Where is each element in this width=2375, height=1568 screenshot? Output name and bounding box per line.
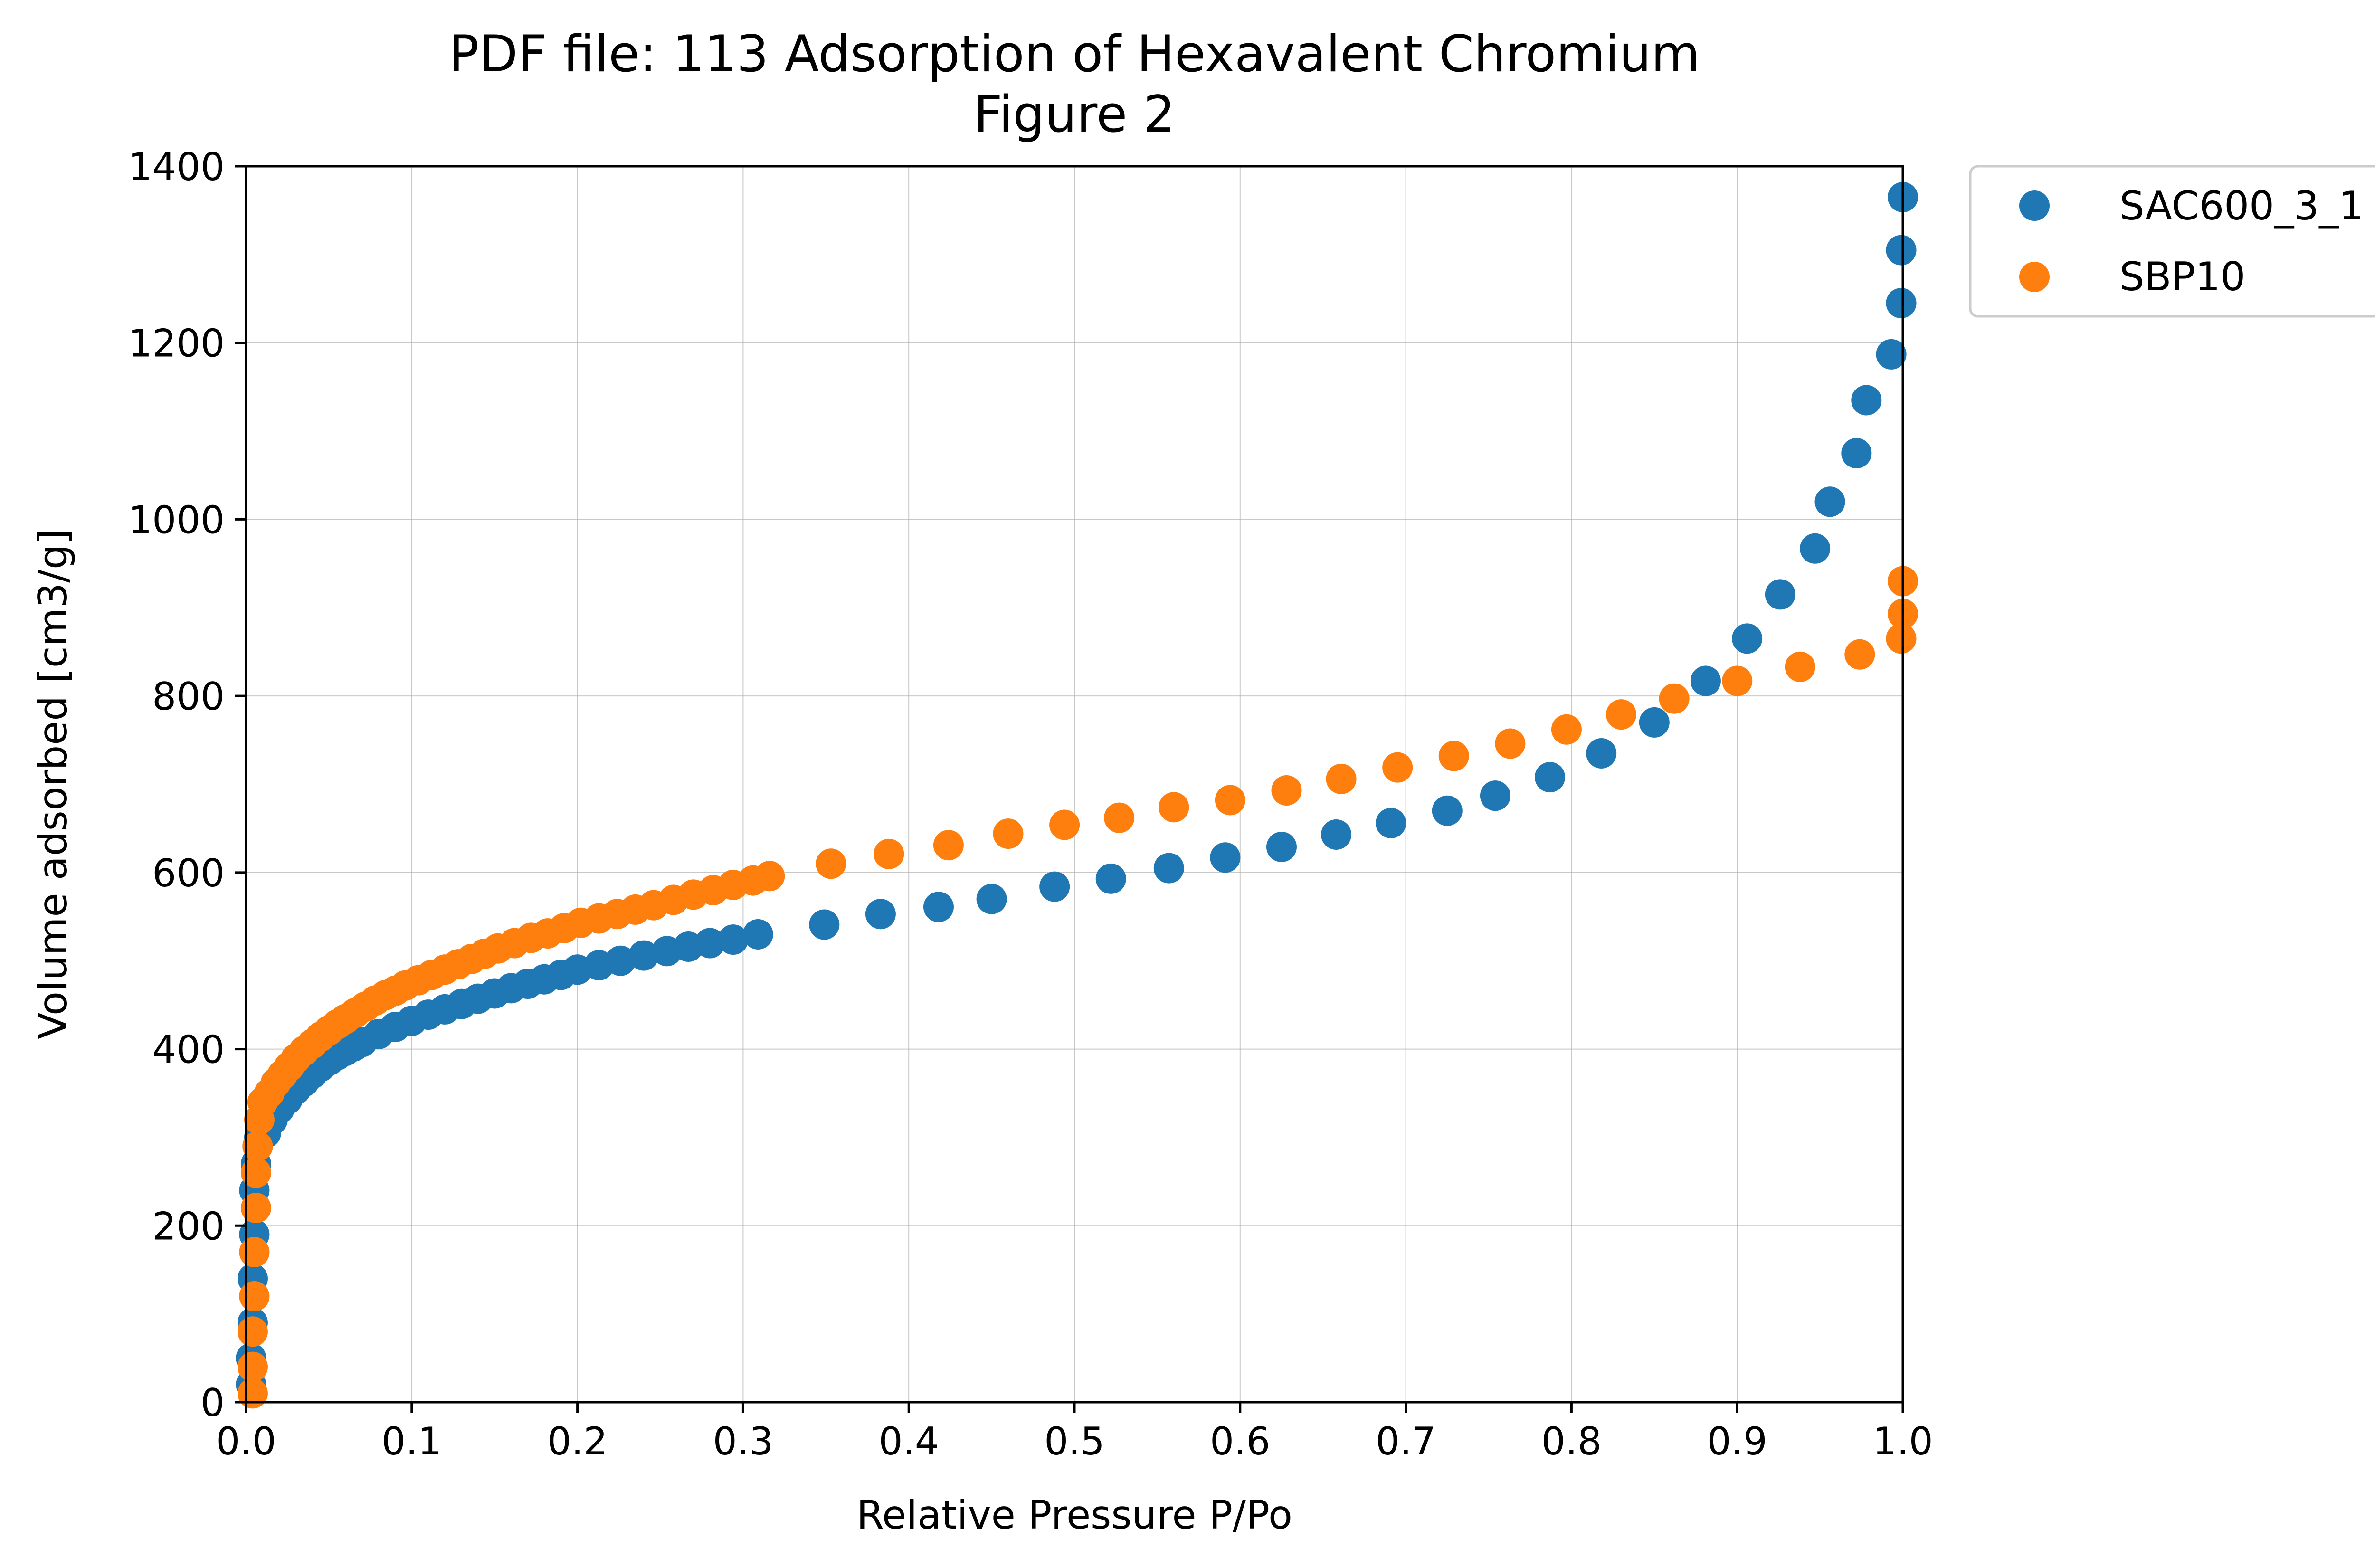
data-point [1480,780,1510,811]
data-point [1732,623,1763,654]
x-tick-label: 0.0 [216,1419,276,1463]
legend-marker-sbp10 [2019,262,2050,292]
data-point [237,1316,268,1347]
data-point [240,1157,271,1188]
x-tick-label: 0.3 [713,1419,773,1463]
data-point [1586,738,1617,769]
data-point [1722,665,1753,696]
y-axis-ticks: 0 200 400 600 800 1000 1200 1400 [128,145,246,1425]
data-point [694,928,725,959]
y-axis-label: Volume adsorbed [cm3/g] [30,529,76,1039]
data-point [1104,802,1135,833]
data-points [236,182,1918,1409]
y-tick-label: 200 [152,1204,225,1248]
data-point [1432,795,1463,826]
y-tick-label: 1200 [128,322,225,366]
data-point [1049,809,1080,840]
x-tick-label: 0.1 [381,1419,442,1463]
data-point [754,861,785,892]
y-tick-label: 1000 [128,498,225,542]
data-point [874,838,904,869]
data-point [976,884,1007,914]
data-point [809,909,840,940]
data-point [239,1281,270,1311]
legend-label-sbp10: SBP10 [2119,254,2245,300]
y-tick-label: 0 [200,1381,225,1425]
data-point [1851,385,1882,416]
x-tick-label: 0.8 [1541,1419,1602,1463]
legend-box [1969,165,2375,318]
data-point [933,830,964,861]
x-tick-label: 0.9 [1707,1419,1767,1463]
legend-marker-sac600 [2019,190,2050,221]
data-point [1800,533,1831,564]
data-point [1535,762,1566,793]
data-point [242,1131,273,1162]
data-point [1266,831,1297,862]
data-point [1606,699,1637,730]
data-point [237,1351,268,1382]
data-point [1210,842,1241,873]
data-point [1876,339,1907,370]
data-point [237,1378,268,1409]
y-tick-label: 1400 [128,145,225,189]
data-point [816,848,846,879]
data-point [240,1193,271,1224]
data-point [605,945,636,976]
y-tick-label: 800 [152,675,225,719]
x-axis-label: Relative Pressure P/Po [856,1492,1292,1538]
x-axis-ticks: 0.0 0.1 0.2 0.3 0.4 0.5 0.6 0.7 0.8 0.9 1.0 [216,1402,1933,1463]
data-point [1844,639,1875,670]
data-point [1382,752,1413,783]
data-point [628,940,659,971]
data-point [1159,792,1189,823]
data-point [742,919,773,950]
x-tick-label: 0.7 [1376,1419,1436,1463]
data-point [1438,741,1469,771]
x-tick-label: 0.6 [1210,1419,1270,1463]
x-tick-label: 0.2 [547,1419,608,1463]
data-point [865,899,896,930]
data-point [1321,819,1352,850]
data-point [239,1237,270,1268]
data-point [1886,288,1917,319]
data-point [923,892,954,922]
data-point [1841,438,1872,469]
data-point [1271,775,1302,806]
chart-title: PDF file: 113 Adsorption of Hexavalent C… [449,25,1700,83]
data-point [1551,714,1582,745]
data-point [1215,785,1245,816]
data-point [1659,683,1690,714]
data-point [1814,486,1845,517]
y-tick-label: 400 [152,1028,225,1072]
data-point [1326,763,1357,794]
data-point [1886,235,1917,266]
legend: SAC600_3_1 SBP10 [1969,165,2375,318]
data-point [1785,651,1815,682]
data-point [1495,728,1526,759]
data-point [1639,707,1670,738]
data-point [1376,808,1406,838]
data-point [1095,863,1126,894]
data-point [1690,665,1721,696]
x-tick-label: 1.0 [1872,1419,1933,1463]
data-point [1039,871,1070,902]
data-point [993,818,1024,849]
chart-subtitle: Figure 2 [974,85,1176,143]
data-point [1886,623,1917,654]
data-point [718,924,749,955]
y-tick-label: 600 [152,851,225,895]
data-point [1153,853,1184,884]
x-tick-label: 0.5 [1044,1419,1104,1463]
legend-label-sac600: SAC600_3_1 [2119,183,2364,229]
x-tick-label: 0.4 [879,1419,939,1463]
data-point [1765,579,1796,610]
